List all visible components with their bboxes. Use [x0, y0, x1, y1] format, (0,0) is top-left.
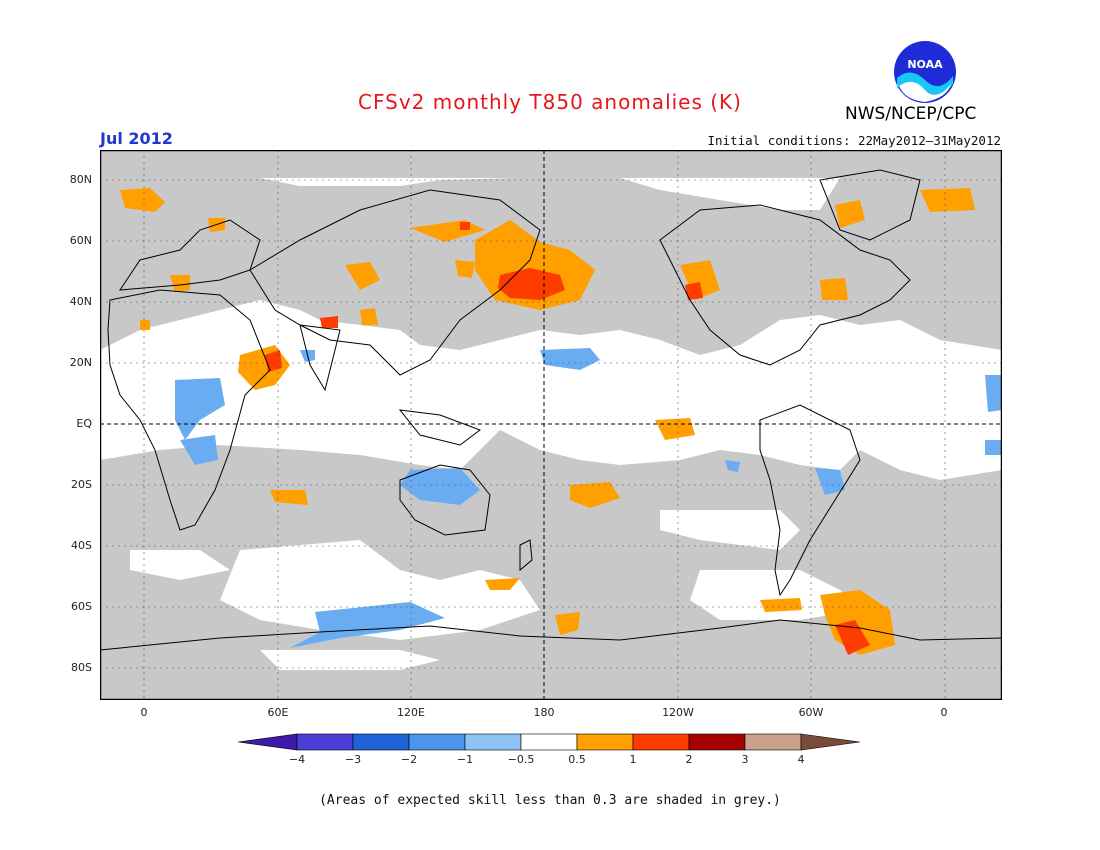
colorbar-box: [688, 733, 746, 751]
colorbar: [238, 733, 861, 751]
initial-conditions: Initial conditions: 22May2012–31May2012: [707, 133, 1002, 148]
colorbar-box: [296, 733, 354, 751]
lon-label: 180: [533, 706, 555, 719]
colorbar-box: [464, 733, 522, 751]
colorbar-box: [520, 733, 578, 751]
lat-label: 20S: [71, 478, 92, 491]
colorbar-label: −2: [400, 753, 418, 766]
colorbar-box: [632, 733, 690, 751]
lon-label: 0: [940, 706, 948, 719]
map-title: CFSv2 monthly T850 anomalies (K): [358, 90, 742, 114]
anomaly-map: [100, 150, 1002, 700]
colorbar-label: 3: [741, 753, 749, 766]
colorbar-arrow-high: [800, 733, 861, 751]
lat-label: EQ: [76, 417, 92, 430]
colorbar-label: −3: [344, 753, 362, 766]
lat-label: 60S: [71, 600, 92, 613]
colorbar-label: 0.5: [568, 753, 586, 766]
lat-label: 40S: [71, 539, 92, 552]
colorbar-label: 4: [797, 753, 805, 766]
map-frame: [100, 150, 1002, 700]
colorbar-label: −4: [288, 753, 306, 766]
colorbar-label: −0.5: [507, 753, 535, 766]
lon-label: 120W: [662, 706, 694, 719]
lat-label: 20N: [69, 356, 92, 369]
colorbar-label: 1: [629, 753, 637, 766]
lat-label: 80N: [69, 173, 92, 186]
colorbar-box: [744, 733, 802, 751]
colorbar-label: −1: [456, 753, 474, 766]
lat-label: 40N: [69, 295, 92, 308]
agency-label: NWS/NCEP/CPC: [845, 104, 977, 124]
lon-label: 120E: [397, 706, 425, 719]
gridlines: [100, 150, 1002, 700]
colorbar-box: [576, 733, 634, 751]
warm-anomalies-2: [265, 222, 870, 655]
colorbar-arrow-low: [238, 733, 298, 751]
noaa-logo: NOAA: [894, 41, 956, 103]
colorbar-box: [408, 733, 466, 751]
colorbar-label: 2: [685, 753, 693, 766]
lon-label: 0: [140, 706, 148, 719]
forecast-period: Jul 2012: [100, 129, 173, 148]
coastlines: [100, 169, 1002, 651]
lon-label: 60E: [267, 706, 289, 719]
lat-label: 80S: [71, 661, 92, 674]
lat-label: 60N: [69, 234, 92, 247]
colorbar-box: [352, 733, 410, 751]
skill-footnote: (Areas of expected skill less than 0.3 a…: [319, 793, 781, 808]
lon-label: 60W: [798, 706, 824, 719]
logo-text: NOAA: [907, 58, 943, 71]
